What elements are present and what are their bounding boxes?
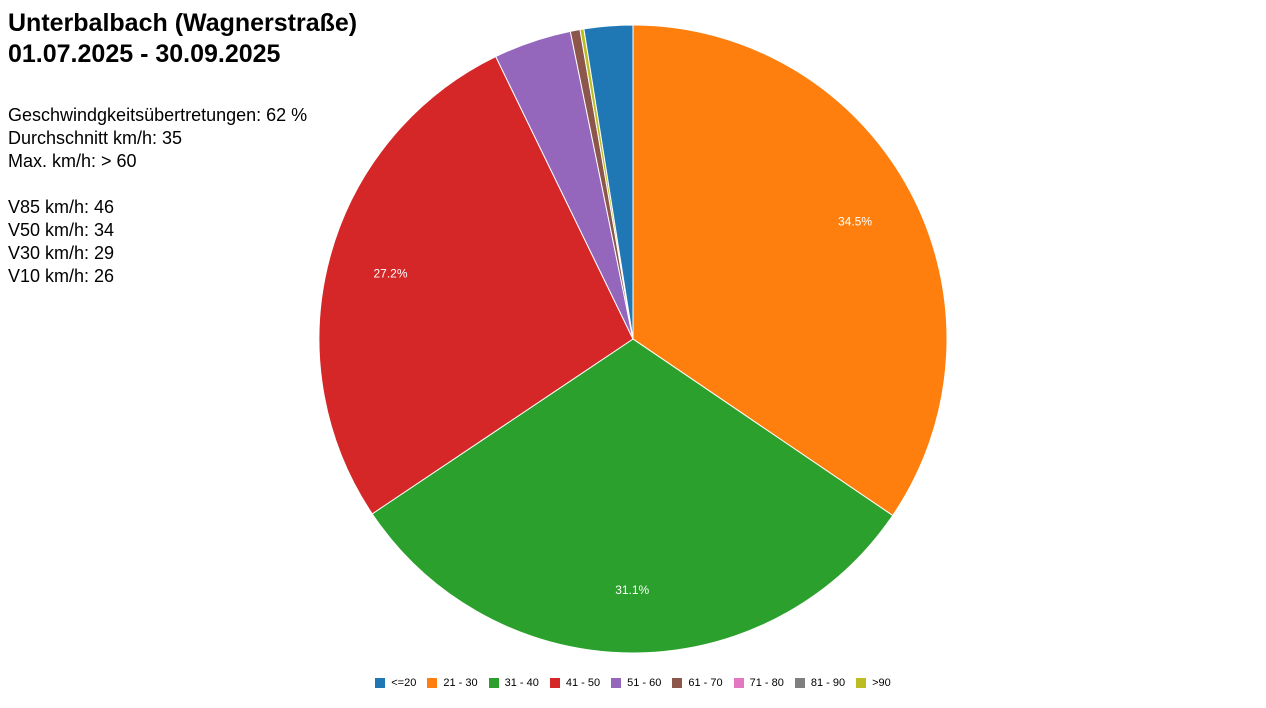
legend-item-3[interactable]: 41 - 50 bbox=[549, 676, 601, 690]
legend-label: 61 - 70 bbox=[688, 677, 723, 689]
stat-v85: V85 km/h: 46 bbox=[8, 197, 115, 217]
legend-label: 31 - 40 bbox=[504, 677, 539, 689]
stat-average: Durchschnitt km/h: 35 bbox=[8, 128, 183, 148]
pie-slice-2 bbox=[318, 55, 634, 515]
stat-v30: V30 km/h: 29 bbox=[8, 243, 115, 263]
legend-item-2[interactable]: 31 - 40 bbox=[488, 676, 539, 690]
stat-v10: V10 km/h: 26 bbox=[8, 266, 115, 286]
stat-max: Max. km/h: > 60 bbox=[8, 151, 137, 171]
chart-legend: <=20 21 - 30 31 - 40 41 - 50 51 - 60 61 - 70 7… bbox=[0, 676, 1266, 690]
legend-label: 71 - 80 bbox=[749, 677, 784, 689]
legend-item-5[interactable]: 61 - 70 bbox=[672, 676, 723, 690]
slice-label-0: 34.5% bbox=[838, 214, 872, 228]
chart-title: Unterbalbach (Wagnerstraße) bbox=[8, 9, 358, 37]
slice-label-2: 27.2% bbox=[373, 266, 407, 280]
stat-v50: V50 km/h: 34 bbox=[8, 220, 115, 240]
pie-slice-8 bbox=[583, 24, 634, 340]
legend-swatch bbox=[733, 678, 744, 688]
legend-item-0[interactable]: <=20 bbox=[375, 676, 416, 690]
pie-slice-1 bbox=[371, 338, 894, 654]
stats-panel: Geschwindgkeitsübertretungen: 62 % Durch… bbox=[8, 104, 307, 288]
legend-item-7[interactable]: 81 - 90 bbox=[794, 676, 846, 690]
legend-label: >90 bbox=[872, 677, 891, 689]
slice-label-1: 31.1% bbox=[615, 583, 649, 597]
legend-label: 81 - 90 bbox=[810, 677, 846, 689]
chart-date-range: 01.07.2025 - 30.09.2025 bbox=[8, 40, 281, 68]
legend-swatch bbox=[672, 678, 683, 688]
legend-swatch bbox=[549, 678, 560, 688]
pie-slice-0 bbox=[632, 24, 948, 517]
legend-swatch bbox=[488, 678, 499, 688]
legend-swatch bbox=[794, 678, 805, 688]
legend-item-6[interactable]: 71 - 80 bbox=[733, 676, 784, 690]
legend-label: 41 - 50 bbox=[565, 677, 601, 689]
legend-item-4[interactable]: 51 - 60 bbox=[611, 676, 661, 690]
legend-swatch bbox=[856, 678, 867, 688]
legend-swatch bbox=[427, 678, 438, 688]
legend-label: <=20 bbox=[391, 677, 417, 689]
legend-item-1[interactable]: 21 - 30 bbox=[427, 676, 478, 690]
legend-label: 21 - 30 bbox=[443, 677, 478, 689]
legend-swatch bbox=[611, 678, 622, 688]
stat-violations: Geschwindgkeitsübertretungen: 62 % bbox=[8, 105, 308, 125]
chart-title-block: Unterbalbach (Wagnerstraße) 01.07.2025 -… bbox=[8, 8, 357, 70]
legend-item-8[interactable]: >90 bbox=[856, 676, 891, 690]
legend-swatch bbox=[375, 678, 386, 688]
legend-label: 51 - 60 bbox=[627, 677, 662, 689]
